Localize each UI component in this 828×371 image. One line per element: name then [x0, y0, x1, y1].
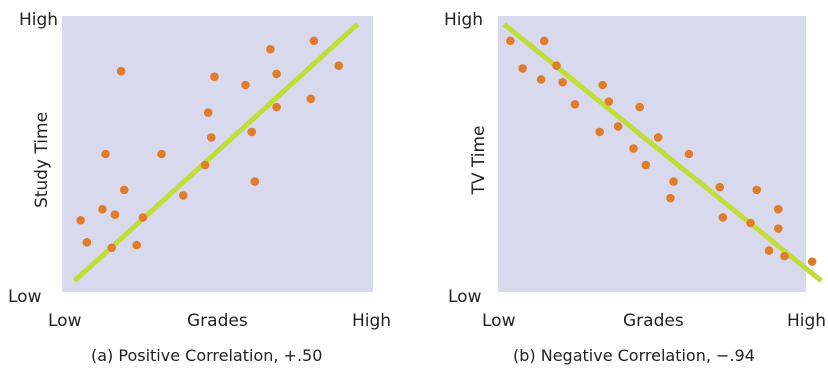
data-point: [241, 80, 250, 90]
data-point: [641, 160, 651, 170]
data-point: [203, 108, 213, 117]
data-point: [101, 149, 110, 159]
data-point: [669, 177, 678, 186]
data-point: [76, 215, 85, 225]
data-point: [613, 122, 623, 131]
trend-line: [72, 22, 360, 283]
data-point: [715, 182, 725, 192]
chart-panel-positive: High Low Low High Grades Study Time (a) …: [8, 10, 392, 365]
x-axis-label: Grades: [187, 311, 248, 331]
scatter-plot-positive: [62, 16, 373, 292]
chart-panel-negative: High Low Low High Grades TV Time (b) Neg…: [414, 0, 828, 371]
data-point: [157, 149, 166, 159]
data-point: [629, 144, 638, 153]
data-point: [334, 61, 344, 70]
data-point: [752, 185, 762, 195]
caption: (b) Negative Correlation, −.94: [513, 346, 755, 365]
data-point: [178, 191, 188, 200]
data-point: [132, 240, 141, 250]
scatter-plot-negative: [498, 16, 823, 292]
data-point: [518, 64, 527, 73]
data-point: [807, 257, 817, 266]
caption: (a) Positive Correlation, +.50: [91, 346, 323, 365]
data-point: [604, 97, 614, 106]
data-point: [539, 36, 549, 46]
data-point: [247, 127, 257, 137]
data-point: [536, 75, 546, 84]
data-point: [138, 213, 148, 222]
x-tick-high: High: [787, 311, 827, 331]
data-point: [306, 94, 316, 104]
data-point: [746, 218, 755, 228]
y-tick-high: High: [19, 10, 59, 30]
data-point: [506, 36, 515, 46]
data-point: [107, 243, 117, 253]
y-tick-low: Low: [448, 287, 482, 307]
data-point: [110, 210, 120, 220]
data-point: [598, 80, 608, 90]
data-point: [570, 100, 580, 109]
data-point: [266, 44, 275, 54]
data-point: [635, 102, 644, 112]
data-point: [780, 251, 789, 261]
data-point: [309, 36, 319, 46]
data-point: [200, 160, 210, 170]
y-tick-high: High: [444, 10, 484, 30]
data-point: [119, 185, 129, 195]
data-point: [595, 127, 604, 137]
x-tick-low: Low: [482, 311, 516, 331]
data-point: [210, 72, 219, 82]
data-point: [764, 246, 774, 255]
y-tick-low: Low: [8, 287, 42, 307]
y-axis-label: TV Time: [469, 125, 489, 195]
data-point: [206, 133, 216, 142]
data-point: [773, 204, 783, 214]
data-point: [116, 66, 126, 76]
data-point: [82, 238, 92, 247]
data-point: [272, 102, 281, 112]
data-point: [272, 69, 281, 79]
x-tick-high: High: [352, 311, 392, 331]
data-point: [552, 61, 561, 70]
data-point: [666, 193, 675, 203]
data-point: [558, 77, 567, 87]
data-point: [773, 224, 783, 233]
data-point: [653, 133, 663, 142]
x-axis-label: Grades: [623, 311, 684, 331]
data-point: [718, 213, 728, 222]
data-point: [98, 204, 107, 214]
x-tick-low: Low: [48, 311, 82, 331]
data-point: [250, 177, 260, 186]
data-point: [684, 149, 694, 159]
y-axis-label: Study Time: [32, 111, 52, 209]
